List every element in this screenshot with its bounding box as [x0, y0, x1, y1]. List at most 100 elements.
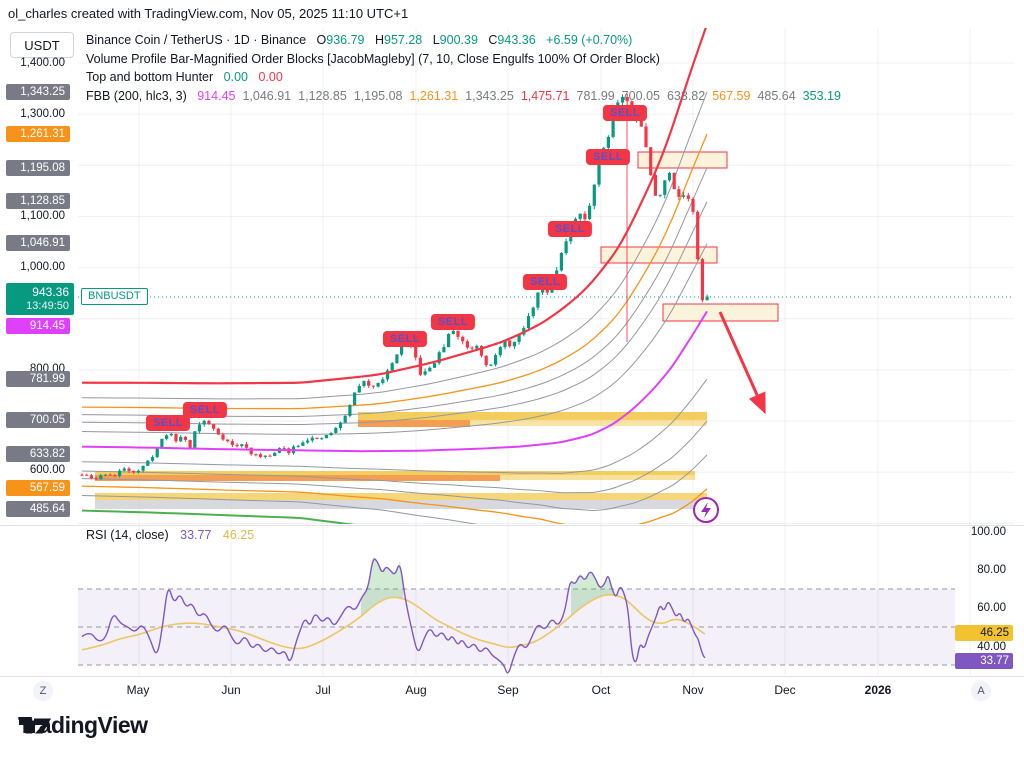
hunter-value-1: 0.00 — [223, 70, 248, 84]
volume-profile-band — [95, 475, 500, 481]
ohlc-close-value: 943.36 — [497, 33, 536, 47]
sell-signal-label: SELL — [145, 415, 191, 431]
rsi-legend[interactable]: RSI (14, close) 33.77 46.25 — [86, 528, 254, 542]
legend-fbb-row[interactable]: FBB (200, hlc3, 3) 914.45 1,046.91 1,128.8… — [86, 87, 841, 106]
fbb-band-value: 353.19 — [802, 88, 841, 103]
price-scale-label: 914.45 — [6, 318, 70, 334]
ohlc-close-label: C — [488, 33, 498, 47]
rsi-scale-label: 40.00 — [977, 641, 1006, 653]
price-scale-label: 1,128.85 — [6, 193, 70, 209]
sell-signal-label: SELL — [602, 105, 648, 121]
time-axis-label: Jul — [315, 683, 331, 697]
time-axis-label: Oct — [591, 683, 611, 697]
price-scale-label: 1,100.00 — [20, 210, 65, 222]
fbb-upper-band — [81, 167, 708, 418]
rsi-scale-label: 60.00 — [977, 602, 1006, 614]
legend-volume-profile-row[interactable]: Volume Profile Bar-Magnified Order Block… — [86, 51, 660, 66]
hunter-title: Top and bottom Hunter — [86, 70, 214, 84]
fbb-band-value: 1,195.08 — [353, 88, 403, 103]
rsi-ma-value: 46.25 — [222, 528, 255, 542]
pane-divider[interactable] — [0, 525, 1024, 526]
fbb-band-value: 781.99 — [576, 88, 615, 103]
fbb-band-value: 914.45 — [197, 88, 236, 103]
tradingview-logo-mark — [18, 718, 52, 734]
fbb-lower-band — [81, 485, 708, 524]
time-axis-label: Aug — [405, 683, 427, 697]
price-scale-label: 1,400.00 — [20, 57, 65, 69]
sell-signal-label: SELL — [585, 149, 631, 165]
change-value: +6.59 (+0.70%) — [546, 33, 633, 47]
order-block-box — [600, 246, 718, 264]
sell-signal-label: SELL — [382, 331, 428, 347]
ohlc-open-label: O — [316, 33, 327, 47]
order-block-box — [637, 151, 728, 169]
price-scale-label: 700.05 — [6, 412, 70, 428]
hunter-value-2: 0.00 — [258, 70, 283, 84]
price-scale[interactable]: 1,400.00 1,343.25 1,300.00 1,261.31 1,195.08… — [0, 0, 78, 525]
fbb-band-value: 633.82 — [666, 88, 706, 103]
grid-lines — [78, 28, 1014, 675]
fbb-lower-extreme-line — [81, 509, 356, 524]
ohlc-high-value: 957.28 — [384, 33, 423, 47]
rsi-line — [81, 558, 706, 674]
price-scale-label: 781.99 — [6, 371, 70, 387]
candlesticks — [80, 93, 709, 481]
rsi-pane — [78, 556, 955, 674]
projection-arrow — [718, 311, 766, 415]
volume-profile-band — [470, 420, 707, 426]
fbb-title: FBB (200, hlc3, 3) — [86, 88, 187, 103]
fbb-upper-band — [81, 243, 708, 435]
fbb-values: 914.45 1,046.91 1,128.85 1,195.08 1,261.31 1,… — [190, 89, 841, 103]
symbol-title: Binance Coin / TetherUS · 1D · Binance — [86, 33, 307, 47]
legend-hunter-row[interactable]: Top and bottom Hunter 0.00 0.00 — [86, 68, 841, 87]
price-scale-label: 1,343.25 — [6, 84, 70, 100]
time-axis-label: 2026 — [864, 683, 892, 697]
fbb-band-value: 1,046.91 — [242, 88, 292, 103]
sell-signal-label: SELL — [182, 402, 228, 418]
time-axis-label: May — [126, 683, 150, 697]
ohlc-low-value: 900.39 — [439, 33, 478, 47]
quote-currency-box[interactable]: USDT — [10, 32, 74, 58]
fbb-upper-band — [81, 91, 708, 400]
time-axis-label: Jun — [221, 683, 241, 697]
price-scale-label: 600.00 — [29, 464, 65, 476]
fbb-lower-band — [81, 420, 708, 494]
volume-profile-band — [500, 475, 695, 480]
fbb-band-value: 1,343.25 — [465, 88, 514, 103]
fbb-band-value: 1,128.85 — [298, 88, 347, 103]
fbb-lower-band — [81, 454, 708, 511]
time-axis-label: Nov — [682, 683, 704, 697]
fbb-upper-extreme-line — [81, 28, 707, 385]
ohlc-high-label: H — [374, 33, 384, 47]
time-axis-label: Sep — [497, 683, 519, 697]
price-scale-label: 1,195.08 — [6, 160, 70, 176]
ohlc-low-label: L — [432, 33, 440, 47]
fbb-lower-band — [81, 378, 708, 474]
indicator-legend: Binance Coin / TetherUS · 1D · Binance O… — [86, 31, 841, 105]
price-scale-label: 1,000.00 — [20, 261, 65, 273]
tradingview-logo[interactable]: TradingView — [18, 712, 148, 739]
rsi-ma-line — [81, 593, 706, 651]
rsi-scale-label: 100.00 — [970, 526, 1006, 538]
legend-symbol-row[interactable]: Binance Coin / TetherUS · 1D · Binance O… — [86, 31, 841, 50]
fbb-lower-band — [81, 494, 478, 524]
lightning-icon — [693, 497, 719, 523]
attribution-text: ol_charles created with TradingView.com,… — [8, 6, 409, 21]
scroll-right-button[interactable]: A — [971, 681, 991, 701]
current-price-value: 943.36 — [32, 285, 69, 299]
rsi-divergence-fill — [571, 572, 613, 616]
time-axis-label: Dec — [774, 683, 796, 697]
volume-profile-band — [95, 493, 707, 500]
time-axis[interactable]: Z A May Jun Jul Aug Sep Oct Nov Dec 2026 — [0, 676, 1024, 703]
scroll-left-button[interactable]: Z — [33, 681, 53, 701]
sell-signal-label: SELL — [547, 221, 593, 237]
price-scale-label: 1,261.31 — [6, 126, 70, 142]
price-scale-label: 1,046.91 — [6, 235, 70, 251]
fbb-band-value: 700.05 — [621, 88, 660, 103]
volume-profile-band — [358, 412, 707, 420]
symbol-price-line-tag: BNBUSDT — [81, 288, 148, 305]
volume-profile-band — [95, 500, 707, 509]
countdown-timer: 13:49:50 — [26, 300, 69, 312]
